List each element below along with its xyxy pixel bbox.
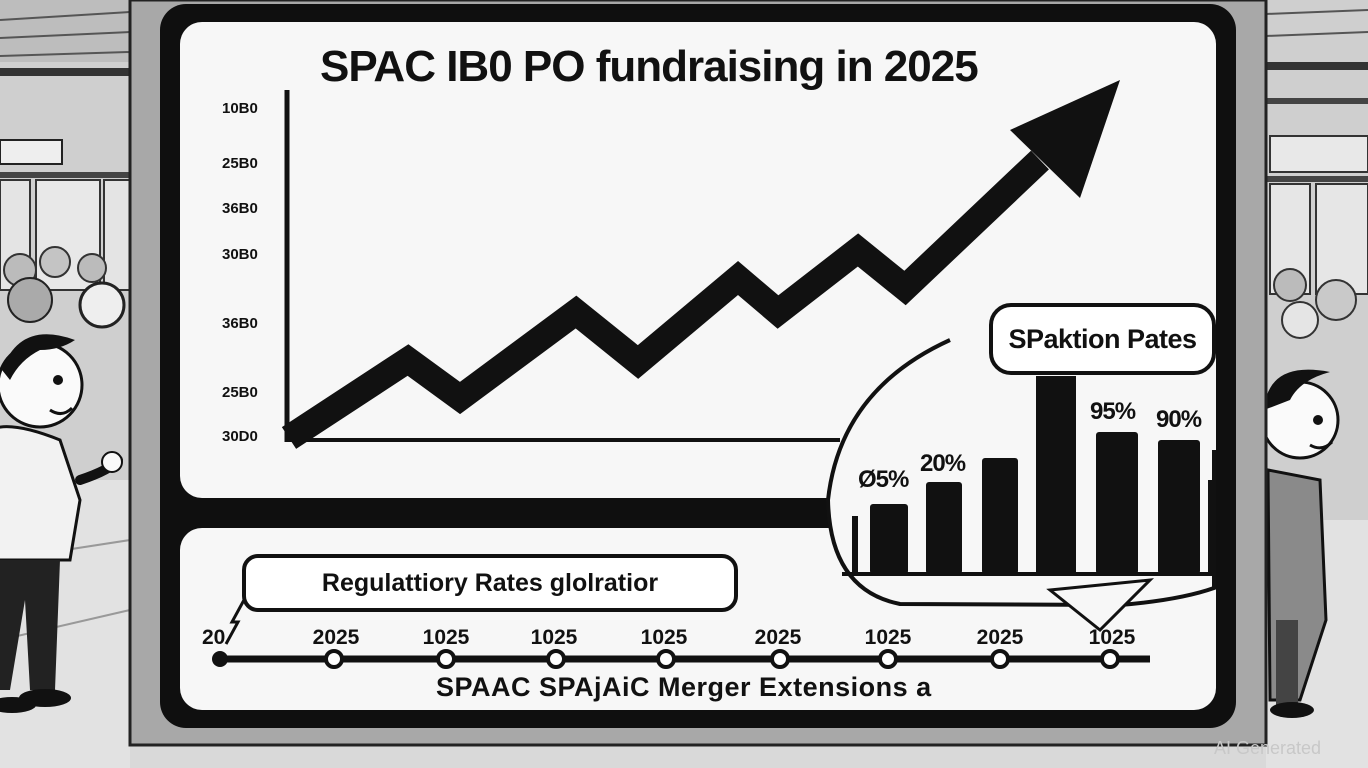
- bar-percent-label: 95%: [1090, 398, 1136, 425]
- y-tick-label: 30B0: [222, 246, 258, 263]
- bar-2: [870, 504, 908, 574]
- left-background: [0, 0, 131, 768]
- timeline-marker: [656, 649, 676, 669]
- bar-8: [1208, 480, 1216, 574]
- timeline-year-label: 1025: [640, 626, 688, 649]
- bar-percent-label: Ø5%: [858, 466, 909, 493]
- y-tick-label: 36B0: [222, 200, 258, 217]
- timeline-marker: [1100, 649, 1120, 669]
- bar-1: [852, 516, 858, 574]
- timeline-marker: [878, 649, 898, 669]
- y-tick-label: 25B0: [222, 155, 258, 172]
- timeline-markers: [324, 649, 1120, 669]
- timeline-marker: [770, 649, 790, 669]
- timeline-marker: [324, 649, 344, 669]
- timeline-start-label: 20: [202, 626, 226, 649]
- timeline-caption: SPAAC SPAjAiC Merger Extensions a: [436, 672, 932, 702]
- bar-percent-label: 20%: [920, 450, 966, 477]
- bar-chart-title-bubble: SPaktion Pates: [989, 303, 1216, 375]
- bar-6: [1096, 432, 1138, 574]
- y-tick-label: 30D0: [222, 428, 258, 445]
- timeline-year-label: 1025: [1088, 626, 1136, 649]
- timeline-year-label: 2025: [312, 626, 360, 649]
- timeline-year-label: 1025: [422, 626, 470, 649]
- timeline-year-label: 2025: [976, 626, 1024, 649]
- timeline-year-label: 1025: [530, 626, 578, 649]
- bar-4: [982, 458, 1018, 574]
- timeline-year-label: 1025: [864, 626, 912, 649]
- chart-title: SPAC IB0 PO fundraising in 2025: [320, 42, 979, 91]
- trend-line: [281, 150, 1049, 449]
- bar-3: [926, 482, 962, 574]
- right-background: [1260, 0, 1368, 768]
- y-tick-label: 36B0: [222, 315, 258, 332]
- y-tick-label: 10B0: [222, 100, 258, 117]
- bar-percent-label: 90%: [1156, 406, 1202, 433]
- timeline-marker: [436, 649, 456, 669]
- bar-7: [1158, 440, 1200, 574]
- timeline-year-label: 2025: [754, 626, 802, 649]
- regulatory-label-box: Regulattiory Rates glolratior: [242, 554, 738, 612]
- y-tick-label: 25B0: [222, 384, 258, 401]
- timeline-marker: [546, 649, 566, 669]
- ai-generated-watermark: AI Generated: [1214, 738, 1322, 758]
- timeline-marker: [990, 649, 1010, 669]
- bar-5: [1036, 376, 1076, 574]
- trend-arrow-head: [1010, 80, 1120, 198]
